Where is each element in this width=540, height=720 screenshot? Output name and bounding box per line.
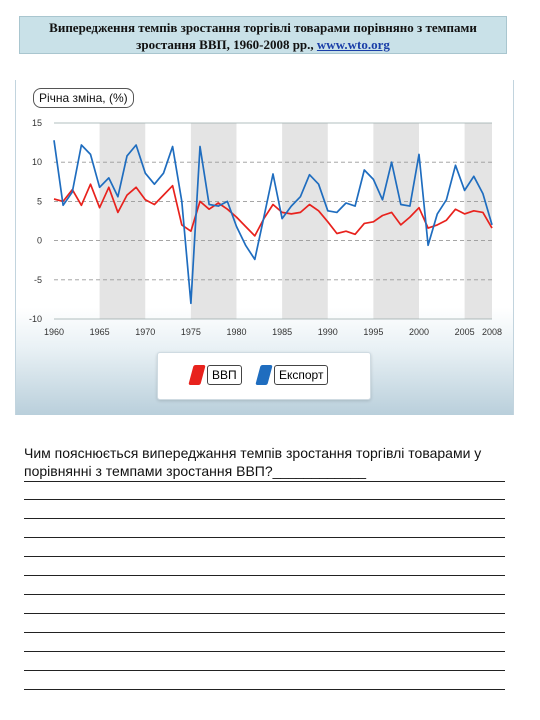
x-tick-label: 1965 xyxy=(90,327,110,337)
legend-swatch-exports xyxy=(255,365,273,385)
y-tick-label: -10 xyxy=(29,314,42,324)
answer-line[interactable] xyxy=(24,632,505,633)
x-tick-label: 2008 xyxy=(482,327,502,337)
series-line-exports xyxy=(53,140,493,305)
page-title: Випередження темпів зростання торгівлі т… xyxy=(19,16,507,54)
x-tick-label: 2000 xyxy=(409,327,429,337)
x-tick-label: 1960 xyxy=(44,327,64,337)
legend-item-exports[interactable]: Експорт xyxy=(255,365,329,385)
legend-swatch-gdp xyxy=(188,365,206,385)
y-tick-label: 5 xyxy=(37,196,42,206)
answer-line[interactable] xyxy=(24,481,505,482)
answer-line[interactable] xyxy=(24,556,505,557)
answer-line[interactable] xyxy=(24,670,505,671)
legend-label-exports: Експорт xyxy=(274,365,329,385)
answer-line[interactable] xyxy=(24,518,505,519)
x-tick-label: 1995 xyxy=(363,327,383,337)
answer-line[interactable] xyxy=(24,594,505,595)
legend-label-gdp: ВВП xyxy=(207,365,242,385)
chart-band xyxy=(282,123,328,319)
source-link[interactable]: www.wto.org xyxy=(316,37,390,52)
answer-line[interactable] xyxy=(24,537,505,538)
title-text: Випередження темпів зростання торгівлі т… xyxy=(49,20,477,52)
y-tick-label: -5 xyxy=(34,275,42,285)
y-tick-label: 0 xyxy=(37,236,42,246)
answer-line[interactable] xyxy=(24,651,505,652)
y-axis-label: Річна зміна, (%) xyxy=(33,88,134,108)
x-tick-label: 1985 xyxy=(272,327,292,337)
answer-line[interactable] xyxy=(24,575,505,576)
series-line-gdp xyxy=(53,183,493,237)
line-chart: 15 10 5 0 -5 -10 1960 1965 1970 1975 1980 1985 1990… xyxy=(29,118,502,337)
legend-item-gdp[interactable]: ВВП xyxy=(188,365,242,385)
y-tick-label: 15 xyxy=(32,118,42,128)
x-tick-label: 1970 xyxy=(135,327,155,337)
answer-line[interactable] xyxy=(24,613,505,614)
y-tick-label: 10 xyxy=(32,157,42,167)
x-tick-label: 1980 xyxy=(226,327,246,337)
legend: ВВП Експорт xyxy=(157,352,371,400)
x-tick-label: 1990 xyxy=(318,327,338,337)
question-text: Чим пояснюється випереджання темпів зрос… xyxy=(24,445,482,479)
answer-line[interactable] xyxy=(24,499,505,500)
x-tick-label: 1975 xyxy=(181,327,201,337)
chart-band xyxy=(190,123,237,319)
chart-band xyxy=(99,123,146,319)
chart-band xyxy=(373,123,419,319)
answer-line[interactable] xyxy=(24,689,505,690)
x-tick-label: 2005 xyxy=(455,327,475,337)
chart-panel: 15 10 5 0 -5 -10 1960 1965 1970 1975 1980 1985 1990… xyxy=(15,80,514,415)
